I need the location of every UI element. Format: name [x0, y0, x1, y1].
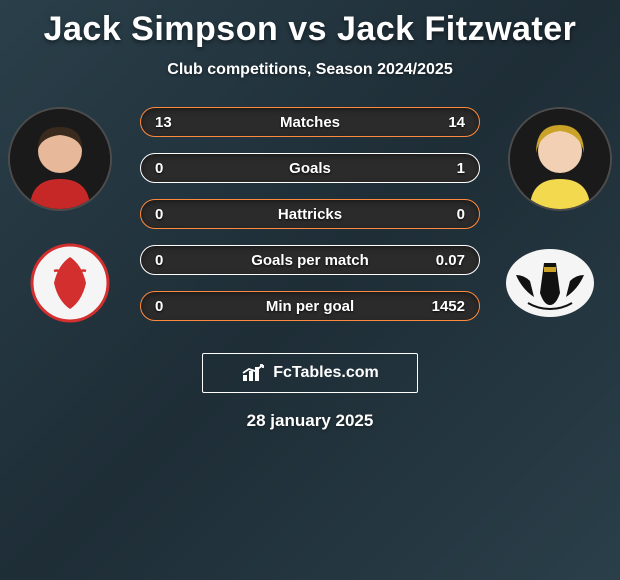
- stat-bar: 0 Hattricks 0: [140, 199, 480, 229]
- page-title: Jack Simpson vs Jack Fitzwater: [0, 0, 620, 49]
- player-avatar-right: [508, 107, 612, 211]
- stat-bar: 13 Matches 14: [140, 107, 480, 137]
- stat-value-right: 14: [448, 114, 465, 131]
- brand-box: FcTables.com: [202, 353, 418, 393]
- stat-value-right: 1: [457, 160, 465, 177]
- stat-value-left: 13: [155, 114, 172, 131]
- stat-value-left: 0: [155, 206, 163, 223]
- stat-value-right: 0: [457, 206, 465, 223]
- stat-bar: 0 Goals per match 0.07: [140, 245, 480, 275]
- club-crest-left: [20, 243, 120, 323]
- stat-value-right: 1452: [432, 298, 465, 315]
- page-subtitle: Club competitions, Season 2024/2025: [0, 61, 620, 79]
- stat-bar: 0 Goals 1: [140, 153, 480, 183]
- comparison-bars: 13 Matches 14 0 Goals 1 0 Hattricks 0 0 Goals per …: [140, 107, 480, 321]
- date-label: 28 january 2025: [0, 411, 620, 431]
- stat-bar: 0 Min per goal 1452: [140, 291, 480, 321]
- stat-value-left: 0: [155, 160, 163, 177]
- stat-value-right: 0.07: [436, 252, 465, 269]
- stat-label: Min per goal: [266, 298, 354, 315]
- chart-icon: [241, 363, 269, 383]
- player-avatar-left: [8, 107, 112, 211]
- comparison-area: 13 Matches 14 0 Goals 1 0 Hattricks 0 0 Goals per …: [0, 107, 620, 347]
- stat-label: Matches: [280, 114, 340, 131]
- stat-value-left: 0: [155, 252, 163, 269]
- stat-value-left: 0: [155, 298, 163, 315]
- stat-label: Hattricks: [278, 206, 342, 223]
- brand-text: FcTables.com: [273, 364, 379, 382]
- club-crest-right: [500, 243, 600, 323]
- stat-label: Goals per match: [251, 252, 369, 269]
- stat-label: Goals: [289, 160, 331, 177]
